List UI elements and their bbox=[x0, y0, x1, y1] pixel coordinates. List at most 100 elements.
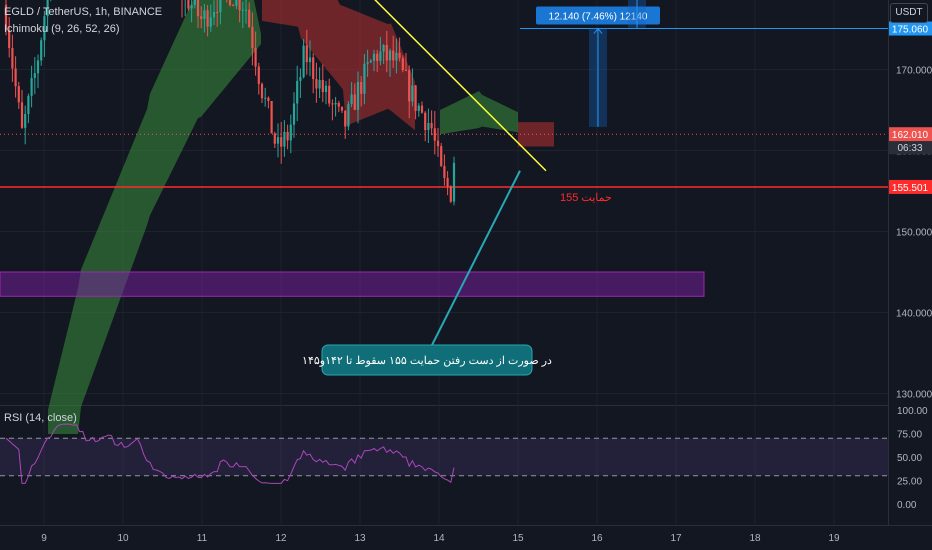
candle bbox=[305, 29, 308, 75]
candle bbox=[193, 0, 196, 9]
candle bbox=[417, 103, 420, 117]
purple-zone bbox=[0, 271, 705, 297]
candle bbox=[404, 53, 408, 72]
candle bbox=[17, 81, 20, 110]
candle bbox=[260, 82, 264, 103]
price-tag-label: 175.060 bbox=[892, 25, 929, 36]
candle bbox=[331, 99, 334, 121]
rsi-tick-label: 100.00 bbox=[897, 406, 928, 417]
annotation-text: در صورت از دست رفتن حمایت ۱۵۵ سقوط تا ۱۴… bbox=[302, 355, 552, 367]
candle bbox=[443, 154, 446, 186]
candle bbox=[196, 0, 200, 29]
candle bbox=[302, 39, 305, 79]
candle bbox=[344, 110, 347, 139]
time-tick-label: 12 bbox=[275, 533, 287, 544]
countdown-tag: 06:33 bbox=[889, 141, 932, 155]
rsi-legend[interactable]: RSI (14, close) bbox=[4, 412, 77, 424]
time-tick-label: 18 bbox=[749, 533, 761, 544]
price-tag: 175.060 bbox=[889, 21, 932, 36]
candle bbox=[200, 6, 203, 29]
candle bbox=[232, 3, 235, 7]
price-tick-label: 170.000 bbox=[896, 66, 932, 77]
support-label: حمایت 155 bbox=[560, 192, 612, 204]
candle bbox=[206, 5, 209, 37]
price-tag: 155.501 bbox=[889, 179, 932, 194]
time-tick-label: 10 bbox=[117, 533, 129, 544]
rsi-tick-label: 25.00 bbox=[897, 477, 922, 488]
target-label-box bbox=[536, 6, 660, 25]
candle bbox=[315, 62, 318, 103]
candle bbox=[321, 64, 324, 103]
time-tick-label: 13 bbox=[354, 533, 366, 544]
candle bbox=[296, 65, 299, 122]
candle bbox=[356, 71, 360, 124]
descending-trendline bbox=[374, 0, 547, 172]
rsi-tick-label: 75.00 bbox=[897, 430, 922, 441]
cloud-bullish-segment bbox=[48, 0, 261, 434]
candle bbox=[347, 101, 350, 131]
candle bbox=[360, 76, 363, 107]
candle bbox=[244, 0, 248, 24]
time-tick-label: 9 bbox=[41, 533, 47, 544]
time-tick-label: 16 bbox=[591, 533, 603, 544]
rsi-tick-label: 0.00 bbox=[897, 500, 917, 511]
candle bbox=[251, 12, 254, 66]
arrow-up-icon bbox=[593, 27, 603, 34]
trendline bbox=[374, 0, 547, 172]
candle bbox=[238, 0, 241, 23]
candle bbox=[11, 34, 14, 82]
candle bbox=[424, 111, 427, 142]
candle bbox=[254, 31, 257, 76]
candle bbox=[286, 124, 289, 150]
candle bbox=[312, 53, 315, 94]
price-tick-label: 140.000 bbox=[896, 309, 932, 320]
candle bbox=[372, 49, 376, 72]
candle bbox=[388, 48, 392, 77]
candle bbox=[376, 49, 379, 72]
candle bbox=[190, 0, 193, 23]
candle bbox=[228, 0, 232, 7]
candle bbox=[216, 0, 219, 27]
currency-badge[interactable]: USDT bbox=[890, 3, 928, 23]
candle bbox=[324, 80, 328, 105]
rsi-tick-label: 50.00 bbox=[897, 453, 922, 464]
candle bbox=[420, 101, 424, 114]
candle bbox=[411, 68, 414, 107]
candle bbox=[401, 55, 404, 73]
time-tick-label: 11 bbox=[197, 533, 208, 544]
countdown-label: 06:33 bbox=[897, 143, 922, 154]
candle bbox=[257, 62, 260, 95]
candle bbox=[433, 111, 436, 155]
candle bbox=[36, 54, 40, 89]
annotation-box bbox=[321, 344, 533, 376]
candle bbox=[46, 0, 49, 32]
candle bbox=[449, 185, 452, 204]
horizontal-lines: حمایت 155 bbox=[0, 28, 888, 204]
candle bbox=[452, 156, 456, 206]
ichimoku-legend[interactable]: Ichimoku (9, 26, 52, 26) bbox=[4, 23, 120, 35]
time-tick-label: 14 bbox=[433, 533, 445, 544]
rsi-pane bbox=[0, 423, 888, 484]
candle bbox=[369, 59, 372, 64]
candle bbox=[8, 17, 11, 58]
candle bbox=[241, 1, 244, 28]
candle bbox=[363, 54, 366, 105]
target-measures: 12.140 (7.46%) 1214012.006 (6.85%) 12006… bbox=[536, 0, 660, 127]
candle bbox=[446, 171, 449, 196]
cloud-bearish-segment bbox=[262, 0, 415, 131]
candle bbox=[267, 96, 270, 109]
candle bbox=[24, 105, 27, 145]
candle bbox=[440, 143, 443, 168]
price-tag: 162.010 bbox=[889, 127, 932, 142]
candle bbox=[395, 38, 398, 74]
candle bbox=[276, 123, 280, 158]
candle bbox=[219, 0, 222, 25]
candle bbox=[181, 0, 183, 18]
candle bbox=[398, 37, 401, 62]
candle bbox=[292, 92, 296, 138]
time-tick-label: 15 bbox=[512, 533, 524, 544]
symbol-title: EGLD / TetherUS, 1h, BINANCE bbox=[4, 6, 163, 18]
candle bbox=[248, 2, 251, 28]
candle bbox=[379, 37, 382, 66]
